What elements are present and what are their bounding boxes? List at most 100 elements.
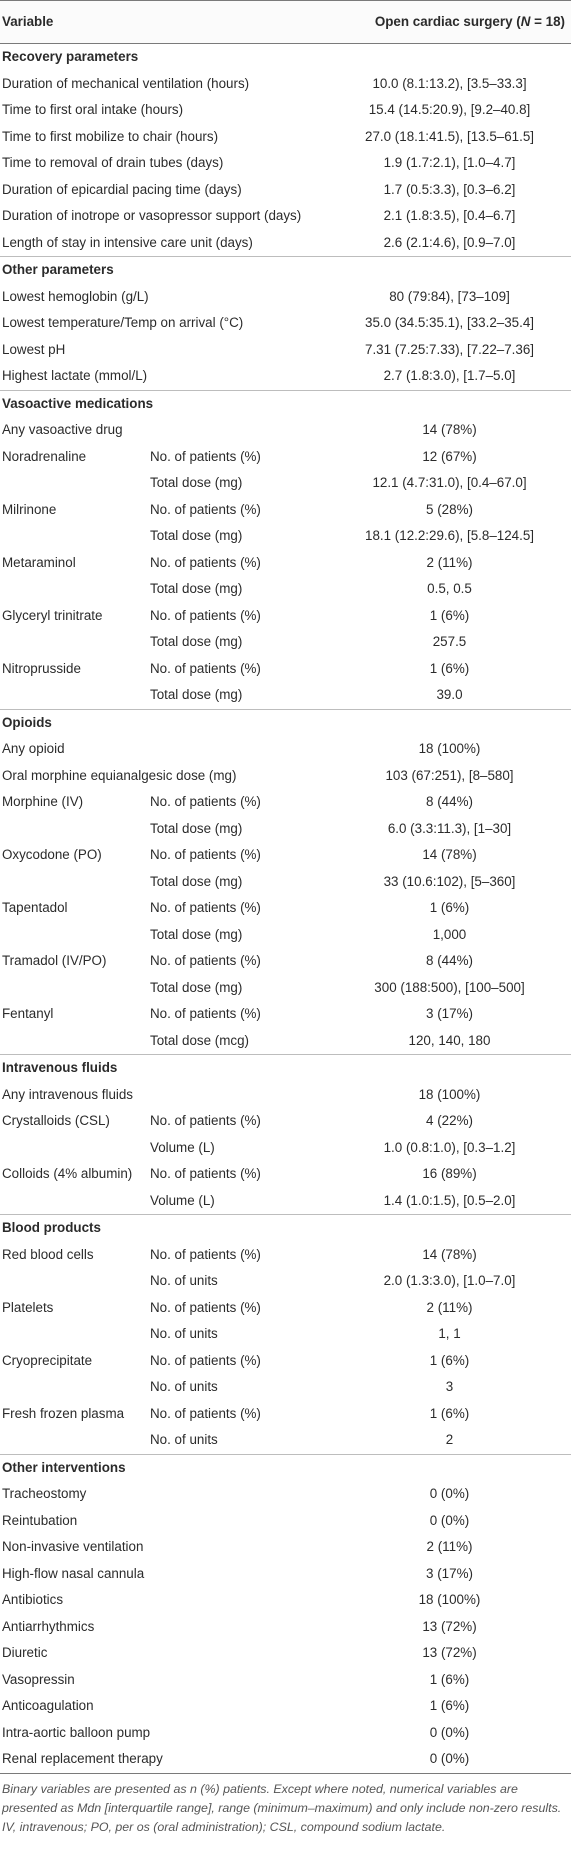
section-title: Vasoactive medications bbox=[0, 389, 571, 417]
table-row: Total dose (mg) 39.0 bbox=[0, 682, 571, 709]
row-variable bbox=[0, 470, 150, 497]
row-value: 18 (100%) bbox=[418, 1086, 481, 1102]
row-variable: Antibiotics bbox=[2, 1592, 64, 1607]
table-row: Diuretic 13 (72%) bbox=[0, 1640, 571, 1667]
table-row: Metaraminol No. of patients (%) 2 (11%) bbox=[0, 550, 571, 577]
row-value: 18 (100%) bbox=[418, 741, 481, 756]
row-variable bbox=[0, 523, 150, 550]
row-value: 18 (100%) bbox=[418, 1592, 481, 1607]
row-value: 0 (0%) bbox=[429, 1724, 470, 1740]
row-value: 16 (89%) bbox=[422, 1166, 477, 1181]
row-variable: Any intravenous fluids bbox=[2, 1086, 134, 1102]
table-row: Time to removal of drain tubes (days) 1.9… bbox=[0, 150, 571, 177]
row-variable: Oral morphine equianalgesic dose (mg) bbox=[2, 767, 237, 783]
row-subvariable: No. of patients (%) bbox=[150, 1352, 261, 1368]
row-variable: Platelets bbox=[2, 1299, 54, 1315]
table-row: Lowest temperature/Temp on arrival (°C) 3… bbox=[0, 310, 571, 337]
row-value: 3 bbox=[445, 1379, 454, 1394]
row-value: 1 (6%) bbox=[429, 1405, 470, 1421]
row-subvariable: No. of units bbox=[150, 1432, 218, 1447]
table-row: Morphine (IV) No. of patients (%) 8 (44%) bbox=[0, 789, 571, 816]
section-header-row: Other interventions bbox=[0, 1453, 571, 1481]
row-subvariable: No. of patients (%) bbox=[150, 1246, 261, 1262]
table-row: Time to first oral intake (hours) 15.4 (1… bbox=[0, 97, 571, 124]
row-variable bbox=[0, 922, 150, 949]
table-row: Oxycodone (PO) No. of patients (%) 14 (78%… bbox=[0, 842, 571, 869]
row-variable: Tapentadol bbox=[2, 900, 68, 915]
row-subvariable: No. of patients (%) bbox=[150, 554, 261, 570]
table-row: Glyceryl trinitrate No. of patients (%) 1 … bbox=[0, 603, 571, 630]
row-variable bbox=[0, 682, 150, 709]
row-subvariable: No. of patients (%) bbox=[150, 794, 261, 809]
row-value: 2 (11%) bbox=[426, 554, 473, 570]
row-variable: Antiarrhythmics bbox=[2, 1618, 95, 1634]
section-title: Blood products bbox=[0, 1214, 571, 1242]
row-variable: Morphine (IV) bbox=[2, 794, 84, 809]
row-subvariable: No. of patients (%) bbox=[150, 953, 261, 968]
table-row: Highest lactate (mmol/L) 2.7 (1.8:3.0), [… bbox=[0, 363, 571, 390]
row-subvariable: No. of patients (%) bbox=[150, 847, 261, 862]
table-row: No. of units 2.0 (1.3:3.0), [1.0–7.0] bbox=[0, 1268, 571, 1295]
table-row: Total dose (mcg) 120, 140, 180 bbox=[0, 1028, 571, 1055]
row-subvariable: No. of patients (%) bbox=[150, 1113, 261, 1128]
row-variable bbox=[0, 1135, 150, 1162]
table-row: Duration of mechanical ventilation (hour… bbox=[0, 71, 571, 98]
row-variable bbox=[0, 1188, 150, 1215]
table-row: Crystalloids (CSL) No. of patients (%) 4 (… bbox=[0, 1108, 571, 1135]
section-title: Intravenous fluids bbox=[0, 1054, 571, 1082]
row-value: 12.1 (4.7:31.0), [0.4–67.0] bbox=[372, 475, 527, 490]
section-title: Opioids bbox=[0, 708, 571, 736]
table-row: High-flow nasal cannula 3 (17%) bbox=[0, 1561, 571, 1588]
row-value: 1.7 (0.5:3.3), [0.3–6.2] bbox=[383, 181, 516, 197]
row-value: 2 (11%) bbox=[426, 1299, 473, 1315]
row-subvariable: No. of patients (%) bbox=[150, 1006, 261, 1021]
row-variable: Lowest pH bbox=[2, 341, 66, 357]
table-row: Non-invasive ventilation 2 (11%) bbox=[0, 1534, 571, 1561]
row-value: 3 (17%) bbox=[426, 1006, 473, 1021]
row-subvariable: Total dose (mg) bbox=[150, 581, 243, 596]
row-subvariable: No. of units bbox=[150, 1379, 218, 1394]
row-subvariable: Total dose (mg) bbox=[150, 528, 243, 543]
section-title: Recovery parameters bbox=[2, 49, 139, 64]
row-value: 120, 140, 180 bbox=[408, 1032, 491, 1048]
row-subvariable: Total dose (mg) bbox=[150, 979, 243, 995]
row-value: 1 (6%) bbox=[429, 900, 470, 915]
footnote: Binary variables are presented as n (%) … bbox=[2, 1781, 562, 1834]
row-value: 2 bbox=[445, 1432, 454, 1447]
row-subvariable: No. of patients (%) bbox=[150, 607, 261, 623]
table-row: Total dose (mg) 300 (188:500), [100–500] bbox=[0, 975, 571, 1002]
table-row: Intra-aortic balloon pump 0 (0%) bbox=[0, 1720, 571, 1747]
row-variable: Cryoprecipitate bbox=[2, 1352, 93, 1368]
table-row: Antiarrhythmics 13 (72%) bbox=[0, 1614, 571, 1641]
table-row: Lowest pH 7.31 (7.25:7.33), [7.22–7.36] bbox=[0, 337, 571, 364]
row-variable: Time to first mobilize to chair (hours) bbox=[2, 128, 219, 144]
row-variable: Diuretic bbox=[2, 1645, 48, 1660]
row-variable: Oxycodone (PO) bbox=[2, 847, 102, 862]
row-value: 4 (22%) bbox=[426, 1113, 473, 1128]
row-subvariable: No. of patients (%) bbox=[150, 1299, 261, 1315]
section-header-row: Blood products bbox=[0, 1214, 571, 1242]
row-value: 8 (44%) bbox=[426, 953, 473, 968]
section-title: Other parameters bbox=[0, 256, 571, 284]
table-row: Cryoprecipitate No. of patients (%) 1 (6%) bbox=[0, 1348, 571, 1375]
row-variable: Duration of epicardial pacing time (days… bbox=[2, 181, 242, 197]
section-header-row: Intravenous fluids bbox=[0, 1054, 571, 1082]
row-value: 1 (6%) bbox=[429, 1698, 470, 1713]
table-row: Fresh frozen plasma No. of patients (%) 1 … bbox=[0, 1401, 571, 1428]
table-row: Red blood cells No. of patients (%) 14 (78… bbox=[0, 1242, 571, 1269]
table-row: Vasopressin 1 (6%) bbox=[0, 1667, 571, 1694]
row-variable: Colloids (4% albumin) bbox=[2, 1166, 133, 1181]
row-subvariable: No. of patients (%) bbox=[150, 900, 261, 915]
table-header-row: Variable Open cardiac surgery (N = 18) bbox=[0, 0, 571, 44]
row-value: 1.9 (1.7:2.1), [1.0–4.7] bbox=[383, 155, 516, 170]
table-row: Antibiotics 18 (100%) bbox=[0, 1587, 571, 1614]
row-value: 33 (10.6:102), [5–360] bbox=[383, 873, 516, 889]
row-value: 1 (6%) bbox=[429, 660, 470, 676]
row-variable: Renal replacement therapy bbox=[0, 1746, 328, 1774]
row-value: 1, 1 bbox=[438, 1326, 461, 1341]
table-row: Length of stay in intensive care unit (d… bbox=[0, 230, 571, 257]
row-value: 5 (28%) bbox=[426, 501, 473, 517]
row-variable bbox=[0, 576, 150, 603]
row-variable: Time to first oral intake (hours) bbox=[2, 102, 184, 117]
row-value: 14 (78%) bbox=[422, 422, 477, 437]
